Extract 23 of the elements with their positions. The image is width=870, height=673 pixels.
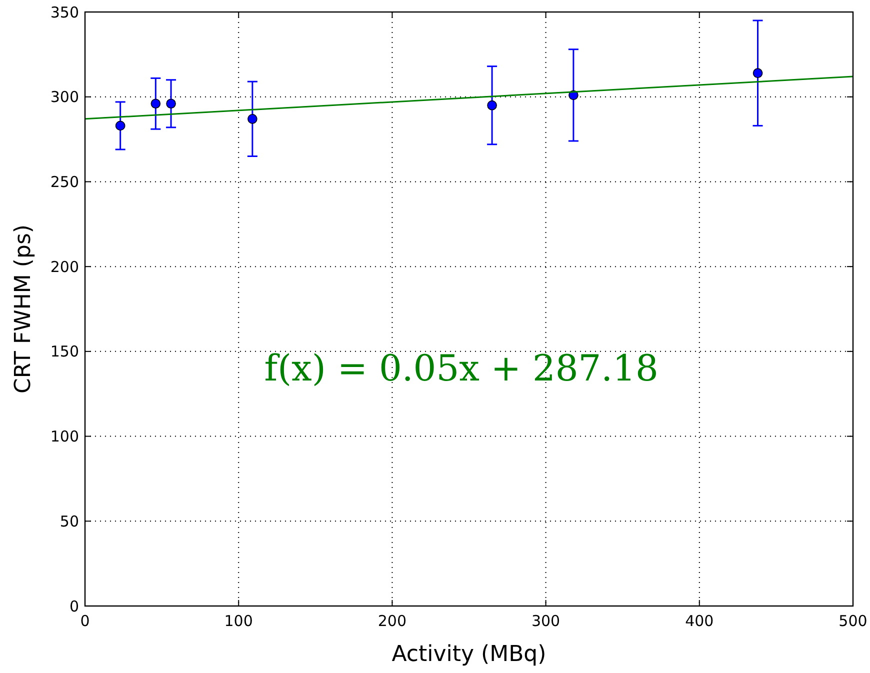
point — [248, 114, 258, 124]
point — [487, 100, 497, 110]
y-tick-label: 250 — [50, 172, 79, 191]
x-tick-label: 500 — [838, 612, 868, 630]
x-tick-label: 0 — [80, 612, 90, 630]
x-axis-title: Activity (MBq) — [392, 642, 546, 667]
y-tick-label: 0 — [69, 597, 79, 616]
point — [752, 68, 763, 78]
y-axis-title: CRT FWHM (ps) — [11, 224, 36, 394]
point — [166, 98, 176, 109]
x-tick-label: 200 — [378, 612, 407, 630]
x-tick-label: 100 — [224, 612, 253, 630]
point — [150, 98, 161, 109]
y-tick-label: 50 — [60, 512, 79, 530]
y-tick-label: 100 — [50, 428, 79, 446]
y-tick-label: 350 — [50, 3, 79, 22]
y-tick-label: 300 — [50, 88, 79, 106]
x-tick-label: 300 — [531, 612, 560, 630]
x-tick-label: 400 — [685, 612, 714, 630]
annotation: f(x) = 0.05x + 287.18 — [264, 348, 658, 390]
y-tick-label: 200 — [50, 258, 79, 276]
point — [115, 120, 126, 131]
y-tick-label: 150 — [50, 342, 79, 361]
